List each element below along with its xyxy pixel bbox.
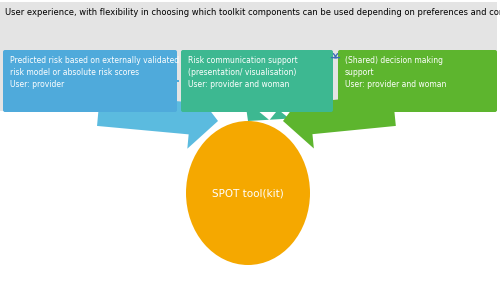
Polygon shape	[242, 80, 290, 121]
FancyBboxPatch shape	[3, 50, 177, 112]
Ellipse shape	[186, 121, 310, 265]
Polygon shape	[97, 88, 218, 149]
FancyBboxPatch shape	[181, 50, 333, 112]
Polygon shape	[283, 88, 396, 148]
Text: User experience, with flexibility in choosing which toolkit components can be us: User experience, with flexibility in cho…	[5, 8, 500, 17]
FancyBboxPatch shape	[338, 50, 497, 112]
Text: Predicted risk based on externally validated
risk model or absolute risk scores
: Predicted risk based on externally valid…	[10, 56, 179, 89]
Text: SPOT tool(kit): SPOT tool(kit)	[212, 188, 284, 198]
Text: (Shared) decision making
support
User: provider and woman: (Shared) decision making support User: p…	[345, 56, 446, 89]
FancyBboxPatch shape	[0, 2, 497, 111]
Text: Risk communication support
(presentation/ visualisation)
User: provider and woma: Risk communication support (presentation…	[188, 56, 298, 89]
